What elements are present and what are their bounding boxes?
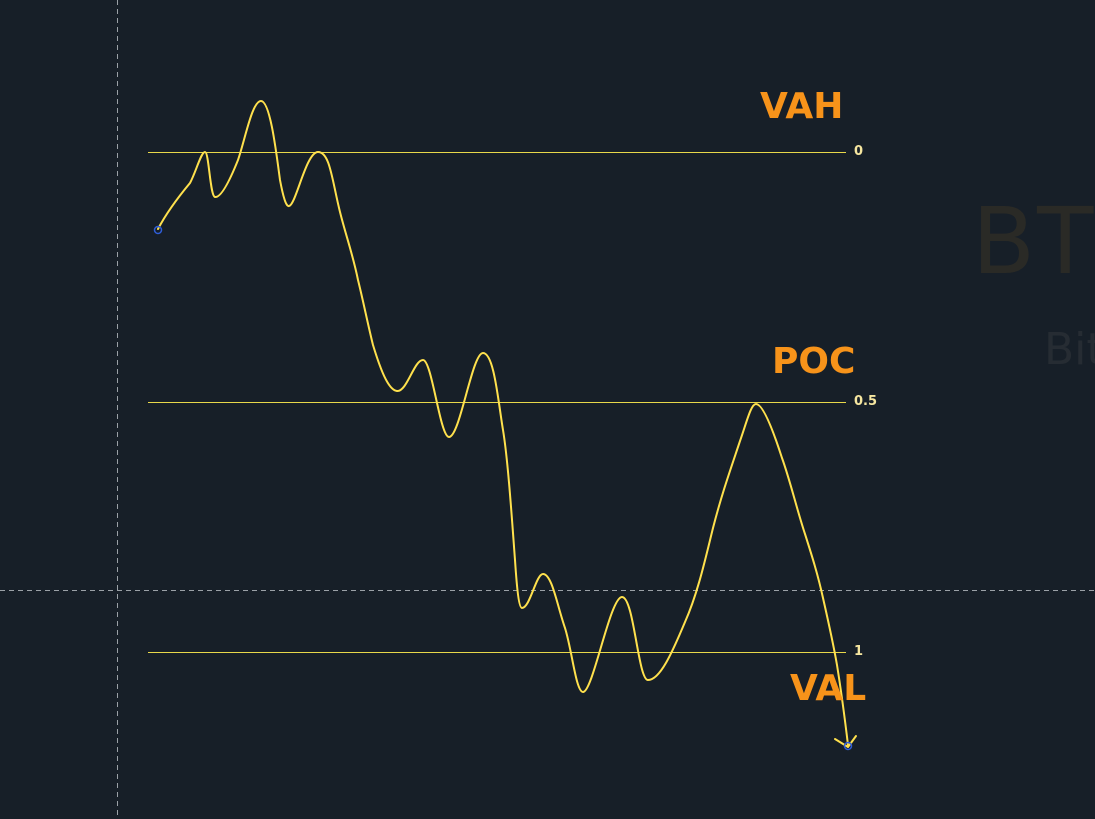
end-anchor-handle[interactable] <box>843 741 853 751</box>
price-path[interactable] <box>157 100 849 746</box>
watermark-symbol: BTC <box>972 188 1095 295</box>
arrowhead-icon <box>834 735 857 748</box>
level-tick-1: 1 <box>854 644 864 659</box>
vah-label: VAH <box>760 86 844 127</box>
level-tick-0: 0 <box>854 144 864 159</box>
poc-label: POC <box>772 341 856 382</box>
level-tick-0.5: 0.5 <box>854 394 878 409</box>
start-anchor-handle[interactable] <box>153 225 163 235</box>
val-label: VAL <box>790 668 867 709</box>
watermark-name: Bit <box>1044 324 1095 375</box>
